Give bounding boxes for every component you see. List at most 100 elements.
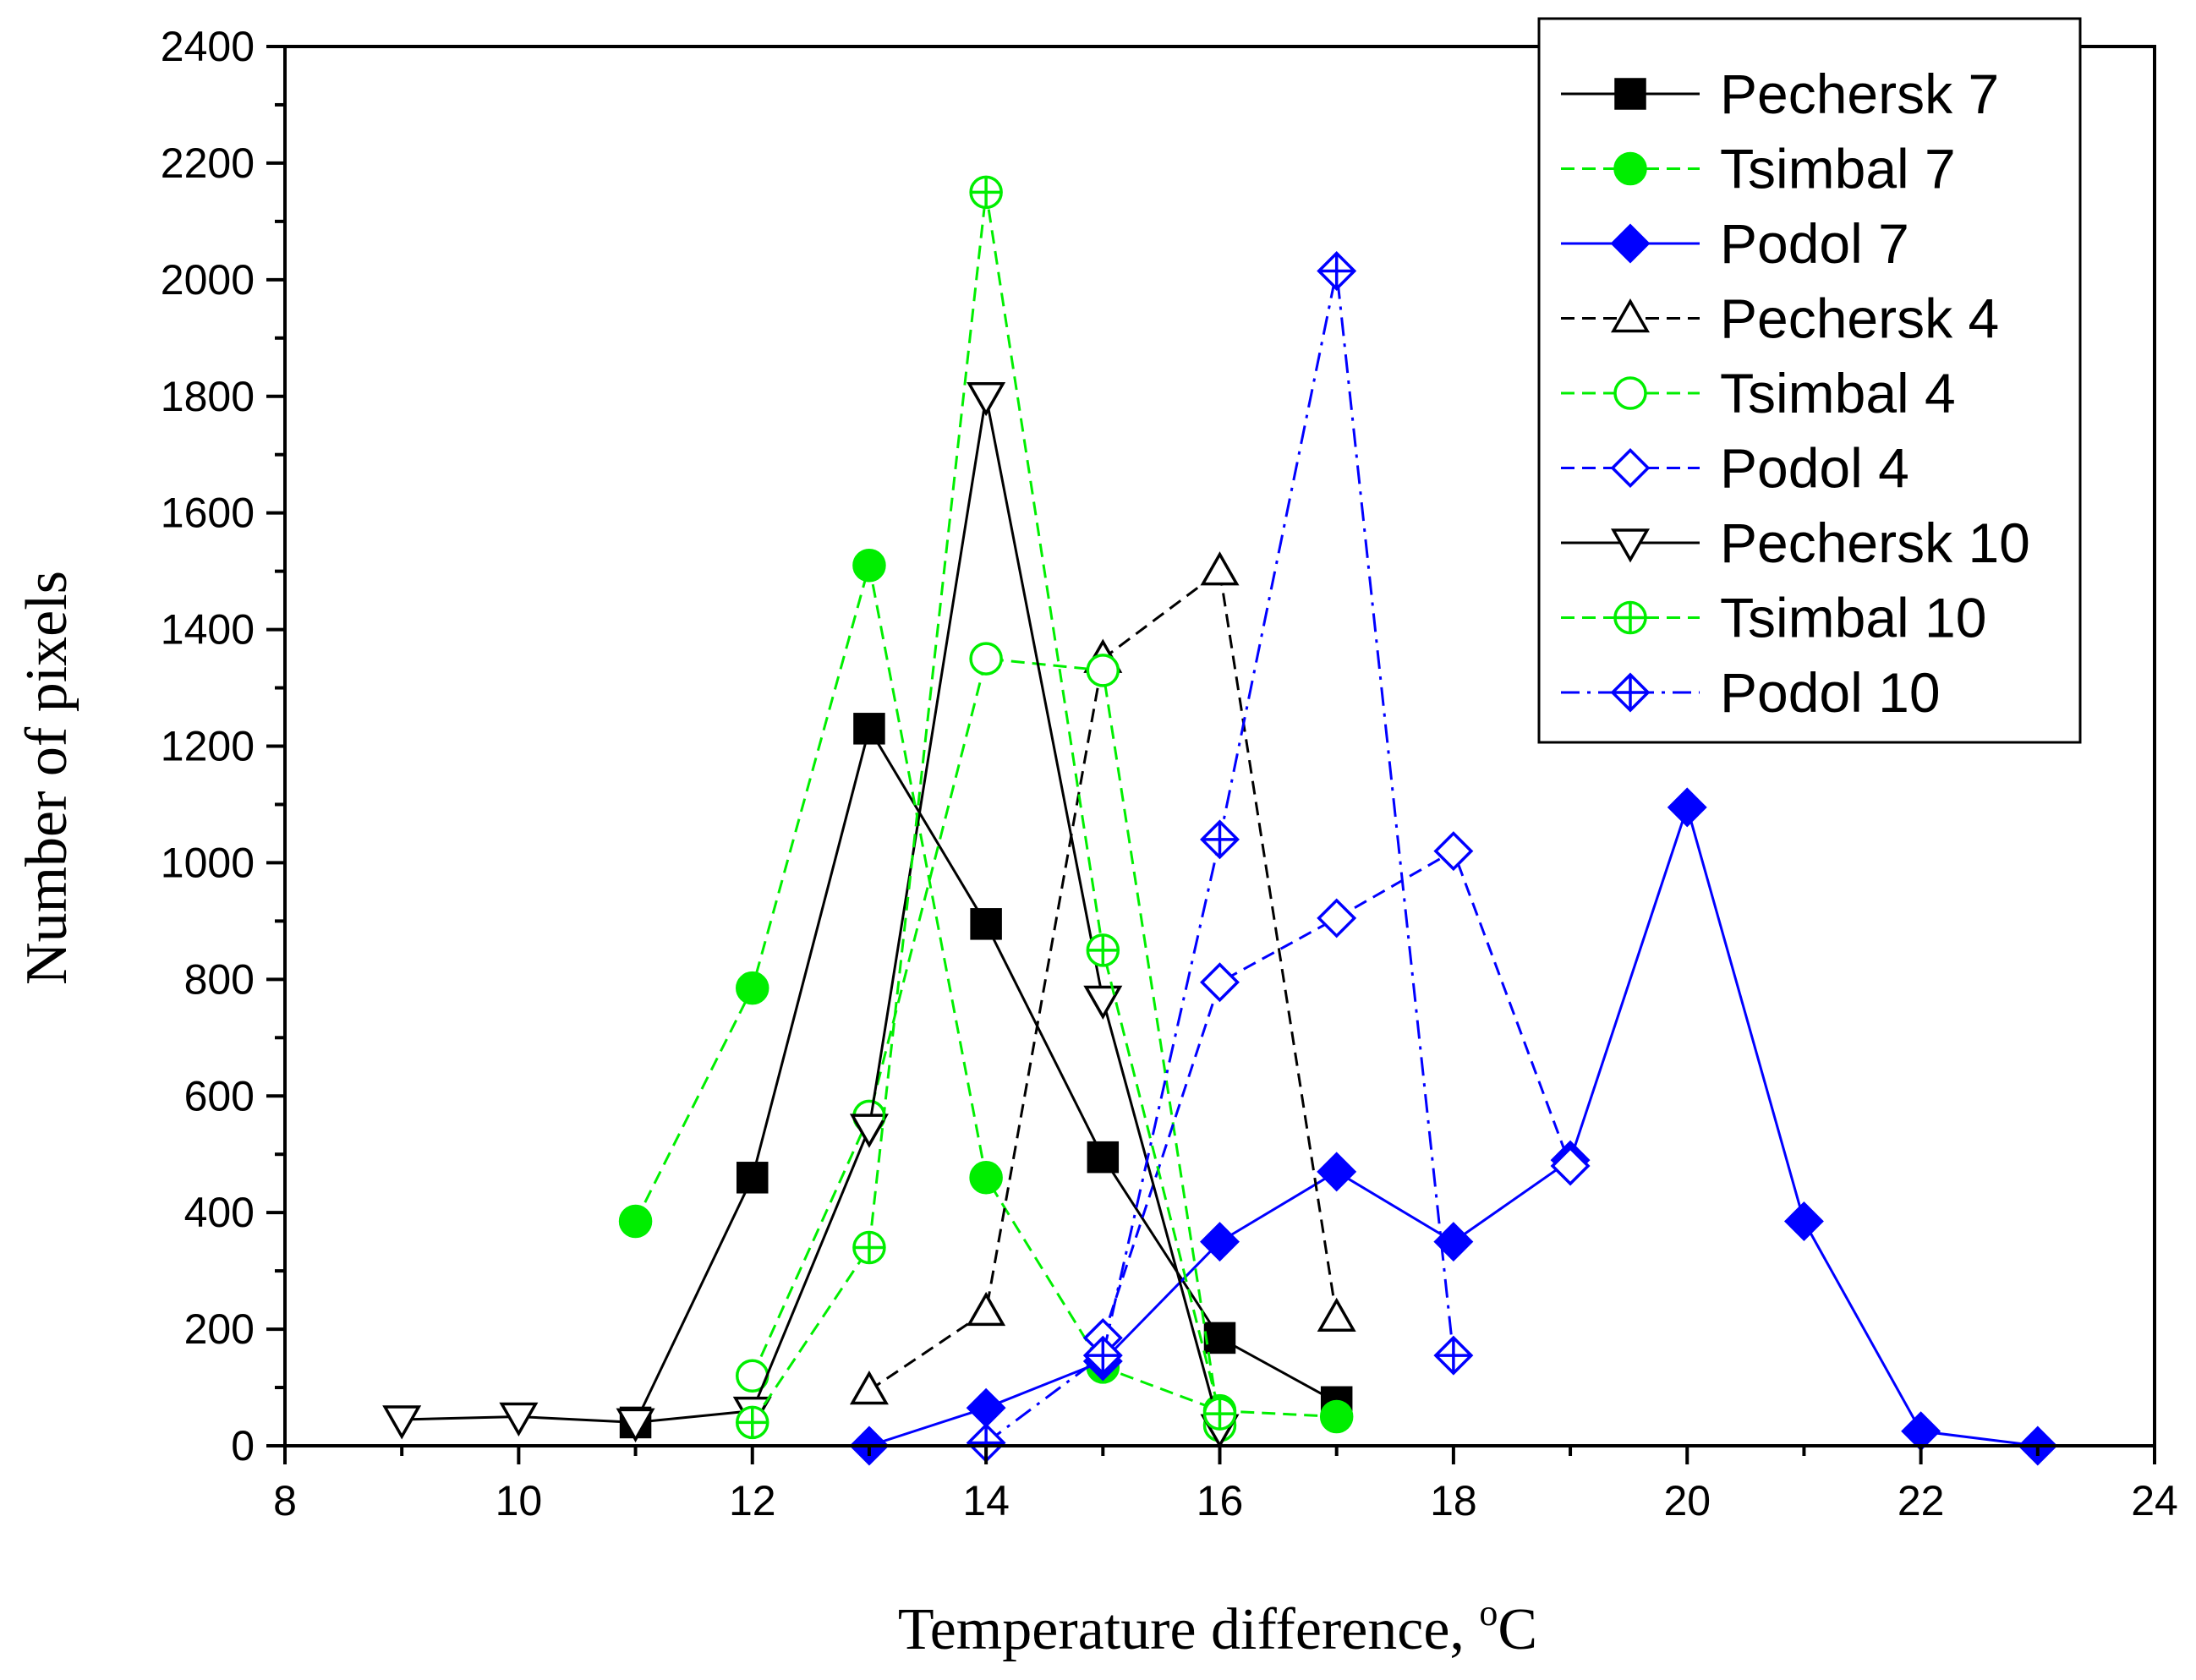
data-point-podol-10 — [1317, 251, 1357, 291]
y-axis-title: Number of pixels — [14, 571, 79, 985]
legend-label: Podol 4 — [1720, 437, 1909, 500]
data-point-pechersk-7 — [1203, 1322, 1236, 1354]
data-point-podol-4 — [1317, 898, 1357, 939]
axes-layer: 8 10 12 14 16 18 20 22 24 0 200 400 600 800 1000 1200 14… — [161, 23, 2178, 1524]
x-tick-label: 16 — [1197, 1477, 1244, 1524]
legend-label: Tsimbal 10 — [1720, 587, 1986, 649]
data-point-pechersk-10 — [499, 1402, 539, 1437]
data-point-tsimbal-10 — [852, 1230, 886, 1265]
data-point-tsimbal-4 — [1086, 654, 1120, 687]
data-point-pechersk-7 — [1087, 1141, 1120, 1174]
y-tick-label: 1800 — [161, 373, 255, 420]
series-line-pechersk-10 — [402, 396, 1221, 1429]
legend-label: Podol 7 — [1720, 212, 1909, 275]
y-tick-label: 1400 — [161, 606, 255, 654]
data-point-pechersk-10 — [849, 1114, 889, 1148]
data-point-pechersk-4 — [967, 1291, 1006, 1327]
data-point-pechersk-10 — [382, 1405, 422, 1440]
legend-marker — [1610, 528, 1651, 563]
x-tick-label: 20 — [1663, 1477, 1711, 1524]
series-layer — [382, 175, 2058, 1466]
data-point-podol-7 — [966, 1387, 1006, 1428]
series-pechersk-10 — [382, 382, 1240, 1448]
data-point-podol-4 — [1550, 1146, 1591, 1186]
data-point-pechersk-10 — [616, 1408, 655, 1442]
data-point-podol-4 — [1200, 962, 1240, 1003]
legend-marker — [1613, 151, 1647, 186]
x-tick-label: 24 — [2131, 1477, 2178, 1524]
data-point-podol-7 — [1200, 1222, 1240, 1262]
marker-shape — [1610, 448, 1651, 488]
legend: Pechersk 7 Tsimbal 7 Podol 7 Pechersk 4 Tsim… — [1537, 17, 2082, 744]
y-tick-label: 600 — [184, 1072, 255, 1119]
marker-shape — [1200, 962, 1240, 1003]
marker-shape — [1550, 1146, 1591, 1186]
y-tick-label: 1000 — [161, 839, 255, 886]
legend-item-podol-7: Podol 7 — [1561, 212, 1909, 275]
y-tick-label: 2000 — [161, 256, 255, 304]
data-point-pechersk-4 — [1317, 1297, 1356, 1333]
legend-item-pechersk-4: Pechersk 4 — [1561, 287, 1999, 350]
data-point-tsimbal-10 — [1202, 1397, 1237, 1431]
marker-shape — [1433, 1222, 1474, 1262]
legend-marker — [1610, 448, 1651, 488]
marker-shape — [1200, 1222, 1240, 1262]
x-tick-label: 14 — [962, 1477, 1010, 1524]
data-point-pechersk-7 — [970, 908, 1002, 940]
legend-label: Pechersk 10 — [1720, 512, 2030, 574]
data-point-podol-7 — [1783, 1201, 1824, 1241]
legend-item-podol-10: Podol 10 — [1561, 661, 1941, 724]
data-point-pechersk-10 — [1083, 985, 1123, 1020]
data-point-podol-10 — [1082, 1335, 1123, 1376]
marker-shape — [1901, 1411, 1941, 1452]
legend-label: Tsimbal 4 — [1720, 362, 1956, 424]
marker-shape — [966, 1387, 1006, 1428]
data-point-pechersk-4 — [1200, 551, 1240, 586]
marker-shape — [1610, 223, 1651, 264]
x-tick-label: 8 — [273, 1477, 297, 1524]
data-point-podol-10 — [1200, 819, 1240, 860]
data-point-tsimbal-7 — [969, 1161, 1003, 1195]
marker-shape — [1317, 898, 1357, 939]
data-point-tsimbal-7 — [852, 548, 886, 583]
y-tick-label: 400 — [184, 1189, 255, 1236]
legend-marker — [1613, 600, 1647, 635]
data-point-tsimbal-10 — [1086, 933, 1120, 967]
legend-marker — [1613, 376, 1647, 410]
data-point-tsimbal-7 — [618, 1204, 653, 1239]
y-tick-label: 2400 — [161, 23, 255, 70]
series-podol-10 — [966, 251, 1474, 1464]
data-point-pechersk-7 — [853, 713, 885, 745]
data-point-podol-7 — [1433, 1222, 1474, 1262]
x-tick-label: 12 — [729, 1477, 776, 1524]
series-line-tsimbal-4 — [751, 657, 1221, 1426]
data-point-tsimbal-10 — [969, 175, 1003, 210]
series-tsimbal-10 — [736, 175, 1237, 1440]
x-axis-title-degree: o — [1479, 1592, 1498, 1633]
y-tick-label: 800 — [184, 955, 255, 1003]
y-tick-label: 2200 — [161, 140, 255, 187]
data-point-podol-4 — [1433, 831, 1474, 872]
marker-shape — [1667, 787, 1707, 828]
marker-shape — [1433, 831, 1474, 872]
x-tick-label: 22 — [1898, 1477, 1945, 1524]
legend-marker — [1614, 78, 1646, 110]
legend-item-pechersk-7: Pechersk 7 — [1561, 63, 1999, 125]
data-point-tsimbal-7 — [736, 971, 769, 1005]
y-tick-label: 0 — [231, 1422, 255, 1469]
data-point-podol-7 — [1901, 1411, 1941, 1452]
x-tick-label: 10 — [496, 1477, 543, 1524]
x-tick-label: 18 — [1430, 1477, 1477, 1524]
data-point-podol-10 — [1433, 1335, 1474, 1376]
legend-item-tsimbal-4: Tsimbal 4 — [1561, 362, 1956, 424]
marker-shape — [1317, 1152, 1357, 1192]
x-axis-title: Temperature difference, oC — [898, 1592, 1537, 1662]
legend-item-tsimbal-10: Tsimbal 10 — [1561, 587, 1986, 649]
data-point-pechersk-10 — [967, 382, 1006, 417]
data-point-pechersk-4 — [849, 1370, 889, 1405]
series-pechersk-7 — [619, 713, 1353, 1439]
data-point-podol-7 — [1667, 787, 1707, 828]
data-point-tsimbal-7 — [1319, 1399, 1354, 1434]
